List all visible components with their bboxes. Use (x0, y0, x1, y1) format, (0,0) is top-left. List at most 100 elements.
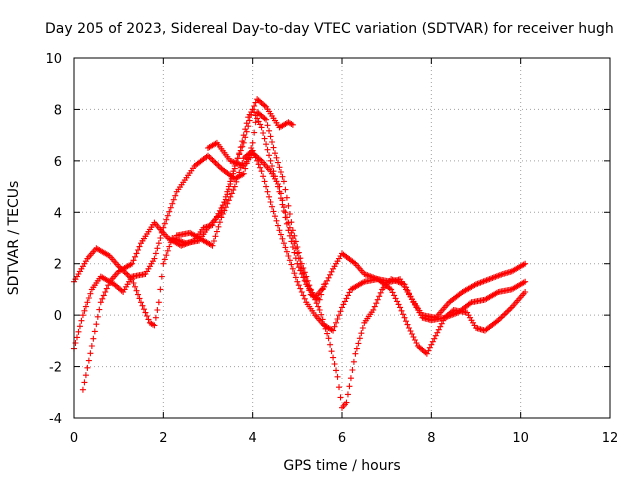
data-point (301, 295, 308, 302)
y-tick-label: 6 (54, 155, 62, 170)
data-point (330, 354, 337, 361)
data-point (225, 186, 232, 193)
data-point (331, 323, 338, 330)
data-point (161, 256, 168, 263)
data-point (163, 252, 170, 259)
data-point (376, 293, 383, 300)
data-point (327, 341, 334, 348)
data-point (431, 335, 438, 342)
data-point (263, 116, 270, 123)
data-point (397, 304, 404, 311)
data-point (123, 270, 130, 277)
data-point (336, 384, 343, 391)
data-point (158, 273, 165, 280)
data-point (267, 157, 274, 164)
data-point (352, 350, 359, 357)
data-point (142, 309, 149, 316)
data-point (395, 301, 402, 308)
data-point (258, 168, 265, 175)
data-point (270, 208, 277, 215)
data-point (359, 325, 366, 331)
data-point (167, 204, 174, 211)
data-point (81, 379, 88, 386)
data-point (279, 197, 286, 204)
data-point (251, 103, 258, 109)
data-point (157, 235, 164, 241)
data-point (274, 159, 281, 166)
data-point (337, 394, 344, 401)
data-point (132, 283, 139, 290)
data-point (222, 196, 229, 203)
data-point (72, 340, 79, 346)
data-point (266, 193, 273, 200)
data-point (100, 292, 107, 299)
data-point (295, 255, 302, 262)
data-point (273, 217, 280, 224)
data-point (315, 303, 322, 310)
data-point (236, 169, 243, 176)
data-point (213, 161, 220, 168)
data-point (99, 295, 106, 302)
data-point (340, 301, 347, 308)
data-point (276, 164, 283, 171)
data-point (291, 270, 298, 277)
data-point (347, 375, 354, 382)
data-point (501, 311, 508, 318)
data-point (240, 170, 247, 177)
data-point (272, 150, 278, 157)
data-point (370, 307, 377, 313)
data-point (270, 144, 277, 151)
data-point (413, 340, 420, 346)
data-point (258, 124, 265, 131)
data-point (209, 242, 216, 249)
data-point (358, 330, 365, 337)
data-point (136, 243, 143, 250)
data-point (394, 298, 401, 305)
data-point (234, 155, 241, 162)
data-point (242, 126, 249, 133)
data-point (267, 199, 274, 205)
data-point (355, 340, 362, 347)
data-point (291, 240, 298, 247)
data-point (282, 209, 289, 216)
data-point (411, 337, 418, 343)
data-point (243, 120, 250, 127)
data-point (233, 178, 240, 185)
data-point (130, 257, 137, 264)
series-track-4 (173, 147, 529, 357)
data-point (432, 332, 439, 339)
data-point (306, 287, 313, 294)
data-point (339, 304, 345, 311)
data-point (298, 289, 305, 295)
data-point (285, 219, 292, 226)
data-point (303, 278, 310, 285)
y-tick-label: 0 (54, 309, 62, 324)
data-point (289, 265, 296, 272)
data-point (321, 281, 328, 288)
data-point (139, 302, 146, 309)
data-point (264, 188, 271, 195)
data-point (209, 157, 216, 163)
data-point (166, 208, 173, 215)
data-point (136, 295, 143, 302)
data-point (344, 391, 351, 398)
data-point (297, 260, 304, 267)
x-tick-label: 8 (427, 431, 435, 446)
data-point (435, 326, 442, 333)
data-point (294, 278, 301, 285)
data-point (152, 250, 159, 257)
data-point (316, 296, 323, 303)
data-point (155, 240, 162, 247)
data-point (97, 299, 104, 306)
data-point (283, 248, 290, 255)
data-point (79, 386, 86, 393)
data-point (236, 150, 243, 157)
data-point (349, 367, 356, 373)
data-point (502, 310, 509, 317)
data-point (392, 295, 399, 302)
data-point (231, 183, 238, 190)
data-point (222, 204, 229, 211)
data-point (283, 214, 290, 221)
data-point (225, 197, 232, 204)
